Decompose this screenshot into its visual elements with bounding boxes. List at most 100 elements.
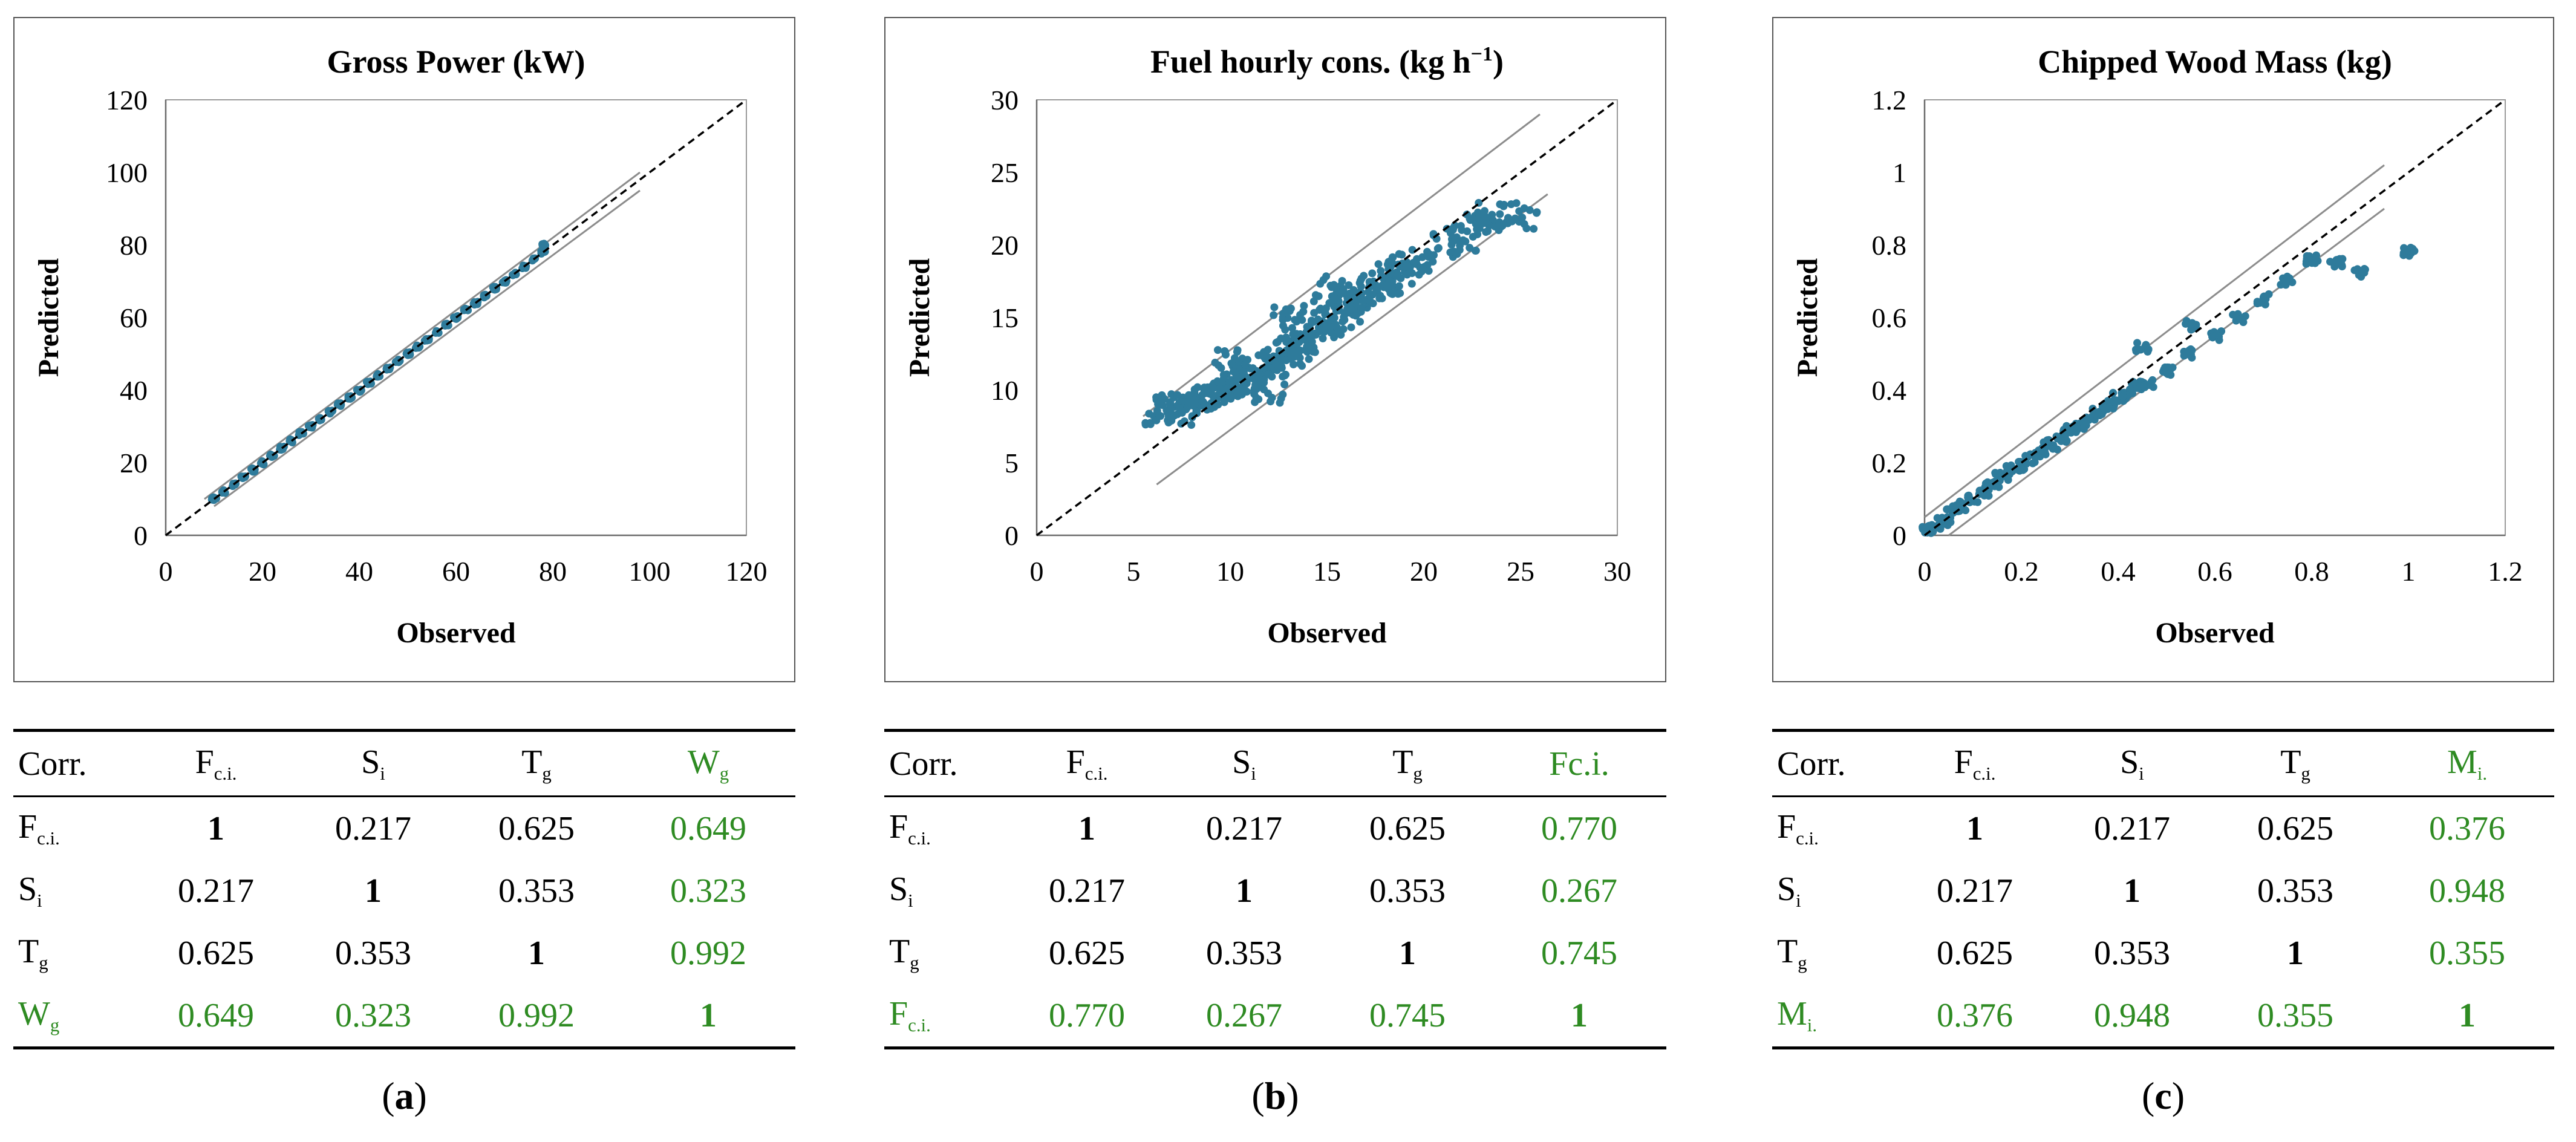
y-tick-label: 0.2 [1872,448,1907,478]
data-point [1520,204,1528,212]
table-cell: 1 [2124,872,2141,910]
data-point [1270,311,1278,319]
scatter-plot: 00 0.2 0.2 0.4 0.4 0.6 0.6 0.8 0.8 1 1 1.2 1.2 Chippe… [1792,44,2523,649]
data-point [2133,339,2142,347]
data-point [541,241,550,250]
data-point [1332,323,1341,331]
data-point [1314,292,1323,301]
data-point [1530,224,1538,233]
data-point [1339,325,1348,333]
scatter-plot: 00 5 5 10 10 15 15 20 20 25 25 30 30 Fuel hourly cons… [904,43,1631,649]
table-cell: 1 [365,872,382,910]
x-tick-label: 5 [1127,556,1141,587]
data-point [1153,406,1161,415]
table-cell: 0.353 [498,872,575,910]
confidence-bound-line [1156,193,1548,486]
table-cell: 0.355 [2257,996,2333,1034]
data-point [2016,458,2024,466]
data-point [1394,270,1402,279]
data-point [1462,210,1471,219]
data-point [2253,299,2261,308]
table-cell: 0.353 [2257,872,2333,910]
data-point [1981,479,1990,488]
x-tick-label: 60 [442,556,470,587]
data-point [1251,398,1259,406]
data-point [1296,311,1305,319]
data-point [1219,371,1228,379]
data-point [2021,452,2030,460]
data-point [2187,320,2196,328]
data-point [1375,294,1384,302]
confidence-bound-line [1143,113,1541,417]
data-point [1264,389,1273,397]
data-point [1506,217,1515,225]
row-header: Mi. [1777,995,1818,1036]
data-point [1213,346,1222,354]
table-cell: 0.217 [1937,872,2013,910]
table-cell: 1 [1966,809,1983,847]
row-header: Si [18,870,42,911]
table-cell: 0.267 [1206,996,1282,1034]
data-point [1282,305,1290,313]
panel-caption: (a) [382,1074,427,1117]
correlation-table: Corr. Fc.i. Si Tg Wg Fc.i. 1 0.217 0.625 0.649 Si 0… [13,729,795,1049]
data-point [1199,397,1207,406]
table-row: Fc.i. 0.770 0.267 0.745 1 [884,984,1666,1046]
data-point [1345,281,1353,289]
chart-title: Gross Power (kW) [327,44,585,80]
data-point [1423,247,1432,256]
data-point [1327,328,1335,337]
table-cell: 1 [1399,934,1416,972]
identity-line [1923,99,2506,537]
data-point [1943,505,1951,514]
column-header: Si [2120,743,2144,784]
data-point [2181,348,2190,356]
correlation-table: Corr. Fc.i. Si Tg Fc.i. Fc.i. 1 0.217 0.625 0.770… [884,729,1666,1049]
x-tick-label: 20 [249,556,276,587]
caption-letter: b [1264,1074,1286,1117]
y-tick-label: 80 [120,230,148,261]
data-point [1357,282,1365,291]
data-point [325,406,333,415]
data-point [1170,411,1178,420]
data-point [1323,319,1332,327]
column-header: Tg [521,743,552,784]
table-cell: 1 [1236,872,1253,910]
table-cell: 0.992 [670,934,746,972]
table-cell: 0.217 [335,809,411,847]
table-cell: 0.353 [1206,934,1282,972]
table-cell: 0.217 [2094,809,2170,847]
table-cell: 0.217 [1049,872,1125,910]
data-point [295,428,304,436]
panel-b: 0 0 5 5 10 10 15 15 20 20 25 25 30 30 Fuel hourly cons… [884,0,1671,1142]
data-point [1995,477,2004,485]
data-point [2043,436,2052,445]
x-tick-label: 100 [629,556,671,587]
table-cell: 0.649 [670,809,746,847]
data-point [489,283,497,292]
data-point [1359,296,1368,305]
data-point [1264,345,1272,354]
y-tick-label: 0 [1005,520,1019,551]
row-header: Fc.i. [18,808,60,849]
data-point [2330,263,2339,271]
data-point [2161,363,2170,371]
data-point [1522,224,1531,233]
table-corner-label: Corr. [1777,745,1846,783]
x-tick-label: 30 [1603,556,1631,587]
data-point [1329,296,1337,304]
table-row: Fc.i. 1 0.217 0.625 0.649 [13,797,795,860]
x-tick-label: 0.6 [2197,556,2232,587]
x-tick-label: 1.2 [2488,556,2523,587]
data-point [2188,346,2196,354]
data-point [1279,316,1287,324]
x-tick-label: 0.4 [2101,556,2136,587]
data-point [1463,227,1472,235]
data-point [346,394,354,403]
data-point [1339,285,1348,293]
x-tick-label: 25 [1507,556,1534,587]
table-corner-label: Corr. [889,745,958,783]
data-point [1200,385,1208,394]
data-point [1224,384,1232,393]
table-row: Mi. 0.376 0.948 0.355 1 [1772,984,2554,1046]
